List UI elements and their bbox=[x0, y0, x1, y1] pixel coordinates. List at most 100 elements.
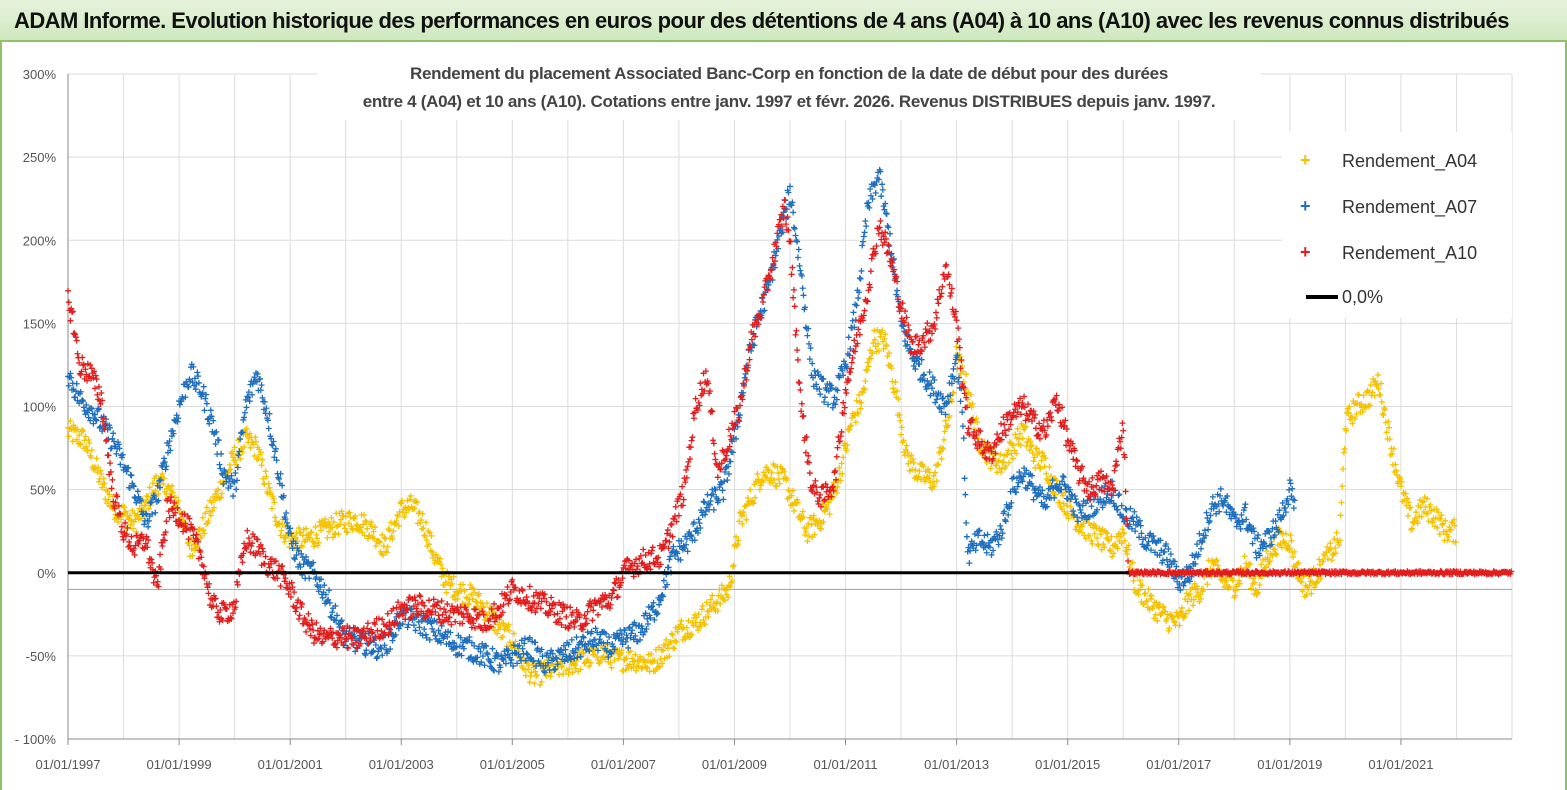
data-point bbox=[862, 378, 869, 385]
data-point bbox=[768, 469, 775, 476]
data-point bbox=[326, 521, 333, 528]
data-point bbox=[848, 359, 855, 366]
data-point bbox=[323, 522, 330, 529]
data-point bbox=[206, 508, 213, 515]
data-point bbox=[401, 513, 408, 520]
data-point bbox=[1031, 454, 1038, 461]
data-point bbox=[649, 544, 656, 551]
x-tick-label: 01/01/2005 bbox=[480, 757, 545, 772]
data-point bbox=[710, 437, 717, 444]
data-point bbox=[794, 356, 801, 363]
data-point bbox=[637, 653, 644, 660]
data-point bbox=[307, 529, 314, 536]
data-point bbox=[426, 541, 432, 548]
data-point bbox=[594, 611, 601, 618]
data-point bbox=[94, 469, 101, 476]
data-point bbox=[144, 498, 151, 505]
data-point bbox=[1046, 464, 1053, 471]
data-point bbox=[383, 548, 390, 555]
data-point bbox=[632, 651, 639, 658]
data-point bbox=[213, 603, 220, 610]
data-point bbox=[412, 627, 419, 634]
data-point bbox=[810, 512, 817, 519]
data-point bbox=[948, 290, 955, 297]
data-point bbox=[126, 512, 133, 519]
data-point bbox=[127, 521, 134, 528]
data-point bbox=[896, 412, 903, 419]
data-point bbox=[1093, 482, 1100, 489]
data-point bbox=[679, 483, 686, 490]
data-point bbox=[1374, 371, 1381, 378]
data-point bbox=[885, 224, 892, 231]
data-point bbox=[1119, 420, 1126, 427]
banner-title: ADAM Informe. Evolution historique des p… bbox=[14, 8, 1509, 33]
data-point bbox=[1106, 547, 1113, 554]
data-point bbox=[756, 486, 763, 493]
data-point bbox=[104, 488, 111, 495]
data-point bbox=[1017, 430, 1024, 437]
data-point bbox=[804, 332, 811, 339]
data-point bbox=[1267, 534, 1274, 541]
data-point bbox=[145, 505, 152, 512]
data-point bbox=[470, 585, 477, 592]
data-point bbox=[475, 590, 482, 597]
data-point bbox=[297, 529, 304, 536]
data-point bbox=[725, 594, 732, 601]
data-point bbox=[379, 552, 386, 559]
data-point bbox=[651, 657, 658, 664]
data-point bbox=[1171, 619, 1178, 626]
data-point bbox=[312, 523, 319, 530]
data-point bbox=[298, 542, 305, 549]
data-point bbox=[791, 225, 798, 232]
data-point bbox=[908, 452, 915, 459]
data-point bbox=[793, 327, 800, 334]
data-point bbox=[961, 475, 968, 482]
data-point bbox=[65, 433, 72, 440]
data-point bbox=[352, 513, 359, 520]
data-point bbox=[665, 564, 672, 571]
data-point bbox=[296, 612, 303, 619]
data-point bbox=[246, 430, 253, 437]
axis-layer: 300%250%200%150%100%50%0%-50%- 100%01/01… bbox=[15, 67, 1512, 772]
data-point bbox=[781, 196, 788, 203]
data-point bbox=[921, 344, 928, 351]
data-point bbox=[1328, 557, 1335, 564]
data-point bbox=[360, 511, 367, 518]
data-point bbox=[727, 583, 734, 590]
data-point bbox=[227, 466, 234, 473]
data-point bbox=[346, 509, 353, 516]
data-point bbox=[468, 591, 475, 598]
data-point bbox=[370, 528, 377, 535]
data-point bbox=[790, 209, 797, 216]
data-point bbox=[211, 497, 218, 504]
data-point bbox=[160, 480, 167, 487]
data-point bbox=[708, 407, 715, 414]
data-point bbox=[584, 656, 591, 663]
data-point bbox=[955, 325, 962, 332]
data-point bbox=[419, 510, 426, 517]
data-point bbox=[528, 669, 535, 676]
data-point bbox=[1337, 512, 1344, 519]
data-point bbox=[925, 475, 932, 482]
data-point bbox=[390, 528, 397, 535]
data-point bbox=[345, 520, 352, 527]
data-point bbox=[429, 548, 436, 555]
data-point bbox=[865, 363, 872, 370]
data-point bbox=[695, 610, 702, 617]
data-point bbox=[935, 461, 942, 468]
data-point bbox=[847, 423, 854, 430]
data-point bbox=[667, 521, 674, 528]
x-tick-label: 01/01/2007 bbox=[591, 757, 656, 772]
data-point bbox=[586, 663, 593, 670]
data-point bbox=[510, 630, 517, 637]
data-point bbox=[886, 350, 893, 357]
data-point bbox=[326, 587, 333, 594]
data-point bbox=[615, 655, 622, 662]
data-point bbox=[152, 509, 159, 516]
data-point bbox=[706, 602, 713, 609]
data-point bbox=[856, 275, 863, 282]
data-point bbox=[795, 246, 802, 253]
data-point bbox=[315, 539, 322, 546]
x-tick-label: 01/01/2015 bbox=[1035, 757, 1100, 772]
data-point bbox=[169, 489, 176, 496]
